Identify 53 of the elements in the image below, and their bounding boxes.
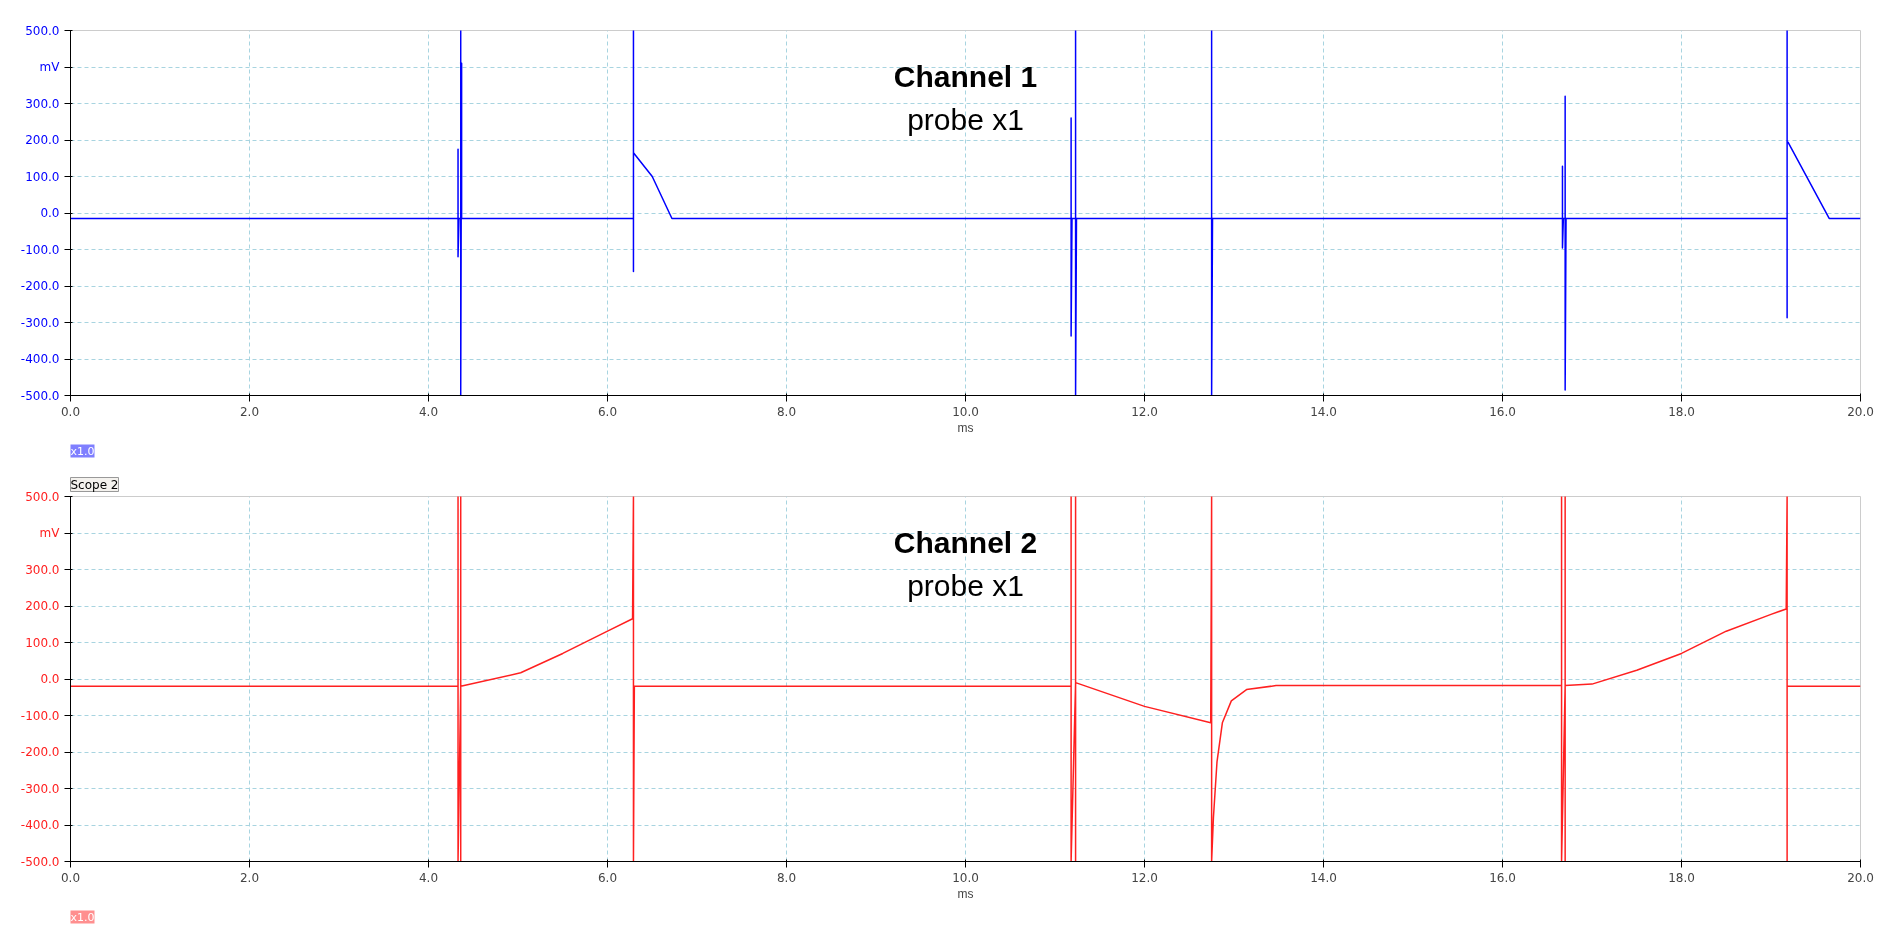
- y-tick-label: -400.0: [20, 818, 60, 832]
- x-tick-label: 10.0: [952, 870, 979, 885]
- y-tick-label: 200.0: [25, 599, 60, 613]
- y-tick-label: 300.0: [25, 96, 60, 111]
- x-tick-label: 2.0: [239, 870, 260, 885]
- x-tick-label: 10.0: [952, 404, 979, 419]
- y-tick-label: -300.0: [20, 781, 60, 796]
- y-tick-label: -400.0: [20, 352, 60, 366]
- x-tick-label: 4.0: [418, 870, 439, 885]
- x-tick-label: 2.0: [239, 404, 260, 419]
- y-tick-label: 100.0: [25, 169, 60, 184]
- x-tick-label: 8.0: [776, 870, 797, 885]
- x-tick-label: 18.0: [1668, 870, 1695, 885]
- x-axis-title: ms: [957, 420, 974, 435]
- x-tick-label: 20.0: [1847, 870, 1874, 885]
- y-tick-label: 500.0: [25, 23, 60, 38]
- y-tick-label: -100.0: [20, 242, 60, 257]
- x-tick-label: 16.0: [1489, 404, 1516, 419]
- text: Scope 2: [70, 477, 119, 492]
- x-tick-label: 0.0: [60, 404, 81, 419]
- y-tick-label: -500.0: [20, 854, 60, 869]
- y-tick-label: 200.0: [25, 133, 60, 147]
- text: Channel 2: [893, 525, 1038, 559]
- x-tick-label: 14.0: [1310, 404, 1337, 419]
- y-tick-label: mV: [39, 60, 61, 74]
- y-tick-label: 0.0: [40, 672, 60, 686]
- y-tick-label: -200.0: [20, 279, 60, 293]
- text: probe x1: [907, 102, 1024, 136]
- text: probe x1: [907, 568, 1024, 602]
- y-tick-label: -100.0: [20, 708, 60, 723]
- x-tick-label: 20.0: [1847, 404, 1874, 419]
- y-tick-label: 100.0: [25, 635, 60, 650]
- y-tick-label: -500.0: [20, 388, 60, 403]
- y-tick-label: mV: [39, 526, 61, 540]
- x-tick-label: 6.0: [597, 404, 618, 419]
- x-tick-label: 0.0: [60, 870, 81, 885]
- x-tick-label: 6.0: [597, 870, 618, 885]
- y-tick-label: 0.0: [40, 206, 60, 220]
- text: Channel 1: [893, 59, 1038, 93]
- text: x1.0: [70, 910, 95, 924]
- x-tick-label: 4.0: [418, 404, 439, 419]
- y-tick-label: -300.0: [20, 315, 60, 330]
- x-tick-label: 14.0: [1310, 870, 1337, 885]
- x-tick-label: 12.0: [1131, 404, 1158, 419]
- x-tick-label: 18.0: [1668, 404, 1695, 419]
- y-tick-label: -200.0: [20, 745, 60, 759]
- x-tick-label: 8.0: [776, 404, 797, 419]
- x-tick-label: 16.0: [1489, 870, 1516, 885]
- x-tick-label: 12.0: [1131, 870, 1158, 885]
- x-axis-title: ms: [957, 886, 974, 901]
- y-tick-label: 500.0: [25, 489, 60, 504]
- y-tick-label: 300.0: [25, 562, 60, 577]
- text: x1.0: [70, 444, 95, 458]
